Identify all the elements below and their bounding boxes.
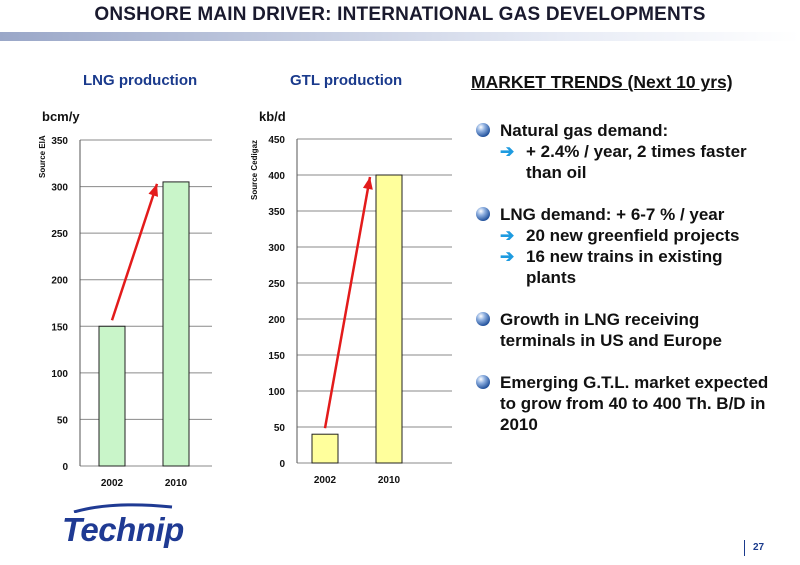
gtl-tick-label: 250 xyxy=(268,279,285,290)
lng-tick-label: 350 xyxy=(51,136,68,147)
trend-subitem: ➔ + 2.4% / year, 2 times faster than oil xyxy=(500,141,776,183)
trend-subitem: ➔ 16 new trains in existing plants xyxy=(500,246,776,288)
gtl-tick-label: 350 xyxy=(268,207,285,218)
technip-swoosh-icon xyxy=(73,503,173,513)
gtl-tick-label: 50 xyxy=(274,423,286,434)
lng-category-labels: 2002 2010 xyxy=(101,478,188,489)
lng-tick-label: 300 xyxy=(51,183,68,194)
subitem-text: 20 new greenfield projects xyxy=(526,226,740,245)
gtl-tick-label: 200 xyxy=(268,315,285,326)
gtl-tick-label: 0 xyxy=(279,459,285,470)
gtl-tick-label: 300 xyxy=(268,243,285,254)
market-trends-heading: MARKET TRENDS (Next 10 yrs) xyxy=(471,72,733,92)
lng-category-label: 2010 xyxy=(165,478,188,489)
lng-source-label: Source EIA xyxy=(38,135,47,178)
gtl-tick-labels: 0 50 100 150 200 250 300 350 400 450 xyxy=(268,135,285,470)
bullet-ball-icon xyxy=(476,207,490,221)
page-number: 27 xyxy=(744,540,764,556)
bullet-ball-icon xyxy=(476,375,490,389)
subitem-text: + 2.4% / year, 2 times faster than oil xyxy=(526,142,747,182)
lng-arrow-shaft xyxy=(110,183,159,321)
lng-tick-label: 0 xyxy=(62,462,68,473)
technip-logo: Technip xyxy=(62,511,184,548)
gtl-bar xyxy=(375,174,403,464)
lng-production-chart: bcm/y Source EIA 0 50 100 150 200 250 300 350 2… xyxy=(38,109,212,489)
lng-tick-label: 150 xyxy=(51,322,68,333)
trend-subitem: ➔ 20 new greenfield projects xyxy=(500,225,776,246)
gtl-tick-label: 100 xyxy=(268,387,285,398)
gtl-growth-arrow xyxy=(323,176,373,429)
gtl-source-label: Source Cedigaz xyxy=(250,140,259,200)
lng-bars xyxy=(98,181,190,467)
title-underline-bar xyxy=(0,32,800,41)
gtl-arrow-head xyxy=(362,177,373,190)
slide-title: ONSHORE MAIN DRIVER: INTERNATIONAL GAS D… xyxy=(94,4,706,25)
trend-text: Emerging G.T.L. market expected to grow … xyxy=(500,373,769,434)
lng-tick-label: 200 xyxy=(51,276,68,287)
lng-arrow-head xyxy=(148,183,158,197)
gtl-tick-label: 150 xyxy=(268,351,285,362)
gtl-production-chart: kb/d Source Cedigaz 0 50 100 150 200 250 300 35… xyxy=(250,109,452,486)
gtl-grid xyxy=(296,138,452,464)
gtl-category-label: 2002 xyxy=(314,475,337,486)
lng-bar xyxy=(162,181,190,467)
gtl-unit-label: kb/d xyxy=(259,109,286,124)
gtl-tick-label: 450 xyxy=(268,135,285,146)
bullet-ball-icon xyxy=(476,312,490,326)
lng-chart-title: LNG production xyxy=(83,72,198,89)
trend-text: LNG demand: + 6-7 % / year xyxy=(500,205,725,224)
gtl-bar xyxy=(311,433,339,464)
lng-tick-label: 50 xyxy=(57,415,69,426)
bullet-ball-icon xyxy=(476,123,490,137)
right-arrow-icon: ➔ xyxy=(500,247,515,266)
gtl-arrow-shaft xyxy=(323,176,372,429)
subitem-text: 16 new trains in existing plants xyxy=(526,247,723,287)
gtl-tick-label: 400 xyxy=(268,171,285,182)
lng-tick-labels: 0 50 100 150 200 250 300 350 xyxy=(51,136,68,473)
lng-category-label: 2002 xyxy=(101,478,124,489)
market-trends-list: Natural gas demand: ➔ + 2.4% / year, 2 t… xyxy=(476,120,776,456)
lng-growth-arrow xyxy=(110,183,159,321)
lng-unit-label: bcm/y xyxy=(42,109,80,124)
lng-tick-label: 100 xyxy=(51,369,68,380)
right-arrow-icon: ➔ xyxy=(500,226,515,245)
gtl-chart-title: GTL production xyxy=(290,72,403,89)
trend-natural-gas: Natural gas demand: ➔ + 2.4% / year, 2 t… xyxy=(476,120,776,183)
lng-tick-label: 250 xyxy=(51,229,68,240)
gtl-category-label: 2010 xyxy=(378,475,401,486)
trend-lng-demand: LNG demand: + 6-7 % / year ➔ 20 new gree… xyxy=(476,204,776,288)
gtl-category-labels: 2002 2010 xyxy=(314,475,401,486)
trend-gtl-market: Emerging G.T.L. market expected to grow … xyxy=(476,372,776,435)
lng-bar xyxy=(98,325,126,467)
trend-text: Natural gas demand: xyxy=(500,121,669,140)
right-arrow-icon: ➔ xyxy=(500,142,515,161)
trend-text: Growth in LNG receiving terminals in US … xyxy=(500,310,722,350)
trend-lng-terminals: Growth in LNG receiving terminals in US … xyxy=(476,309,776,351)
gtl-bars xyxy=(311,174,403,464)
